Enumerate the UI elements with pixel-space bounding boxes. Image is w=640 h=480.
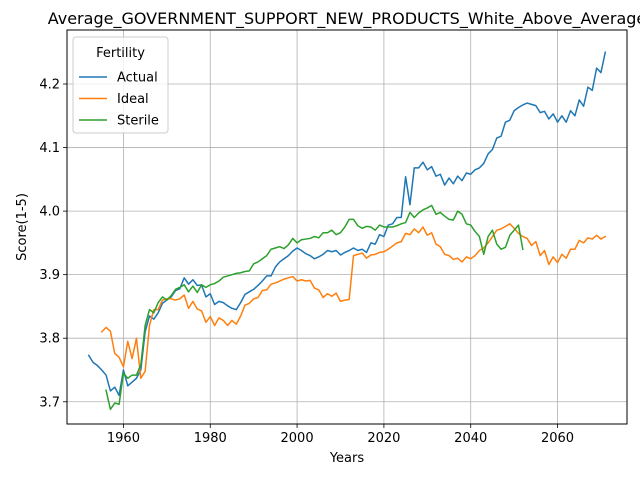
y-tick-label: 4.2 [39,78,60,93]
x-tick-label: 1960 [107,431,140,446]
plot-area-frame [66,29,628,425]
series-line-sterile [105,204,524,411]
y-tick-label: 4.1 [39,141,60,156]
y-tick-label: 4.0 [39,205,60,220]
x-tick-label: 2060 [541,431,574,446]
legend-label-sterile: Sterile [117,114,159,129]
legend-label-actual: Actual [117,71,158,86]
legend-entries: Actual Ideal Sterile [79,71,159,129]
series-line-ideal [100,223,607,379]
x-axis-ticks: 1960 1980 2000 2020 2040 2060 [107,424,574,446]
x-tick-label: 2020 [367,431,400,446]
x-tick-label: 1980 [194,431,227,446]
x-tick-label: 2000 [281,431,314,446]
legend-title: Fertility [96,46,145,61]
y-axis-ticks: 3.7 3.8 3.9 4.0 4.1 4.2 [39,78,67,410]
x-tick-label: 2040 [454,431,487,446]
y-tick-label: 3.8 [39,332,60,347]
y-axis-label: Score(1-5) [15,193,30,261]
y-tick-label: 3.7 [39,395,60,410]
grid-lines [67,30,627,424]
legend-box [72,36,169,134]
chart-title: Average_GOVERNMENT_SUPPORT_NEW_PRODUCTS_… [48,9,640,29]
legend: Fertility Actual Ideal Sterile [72,36,169,134]
y-tick-label: 3.9 [39,268,60,283]
series-lines [87,51,607,411]
legend-label-ideal: Ideal [117,92,149,107]
x-axis-label: Years [329,451,365,466]
